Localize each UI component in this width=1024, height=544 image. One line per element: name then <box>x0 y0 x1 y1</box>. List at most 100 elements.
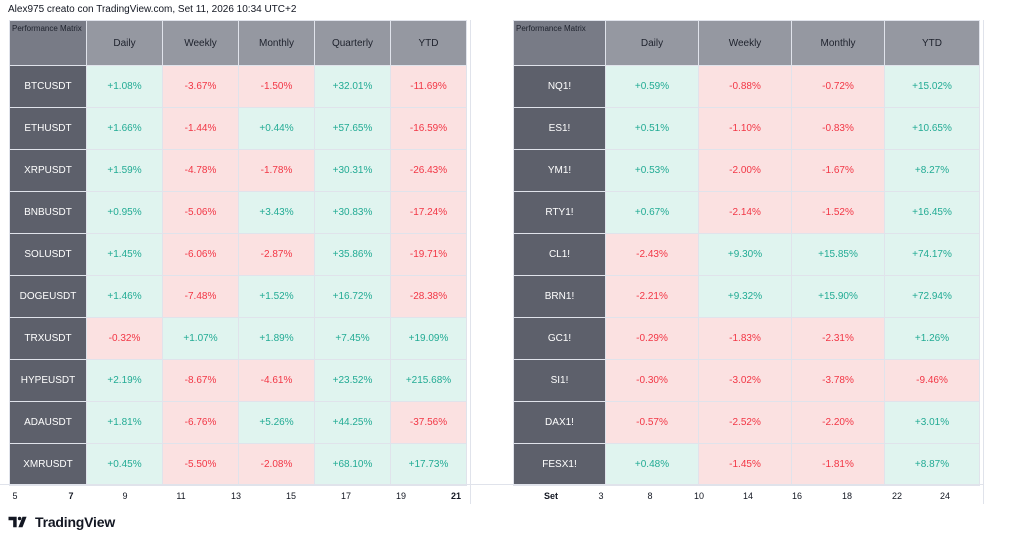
performance-cell: +72.94% <box>884 275 980 318</box>
performance-cell: -37.56% <box>390 401 467 444</box>
performance-cell: -7.48% <box>162 275 239 318</box>
performance-cell: -8.67% <box>162 359 239 402</box>
symbol-label: DAX1! <box>513 401 606 444</box>
matrix-row: CL1! -2.43% +9.30% +15.85% +74.17% <box>513 233 980 276</box>
performance-cell: -5.06% <box>162 191 239 234</box>
performance-cell: +1.46% <box>86 275 163 318</box>
performance-cell: -2.00% <box>698 149 792 192</box>
axis-tick-label: 8 <box>647 491 653 501</box>
tradingview-logo-icon <box>8 516 27 528</box>
performance-cell: -2.21% <box>605 275 699 318</box>
symbol-label: RTY1! <box>513 191 606 234</box>
performance-cell: -0.88% <box>698 65 792 108</box>
performance-cell: -19.71% <box>390 233 467 276</box>
symbol-label: GC1! <box>513 317 606 360</box>
column-header-monthly: Monthly <box>238 20 315 66</box>
performance-cell: -11.69% <box>390 65 467 108</box>
performance-cell: -3.78% <box>791 359 885 402</box>
symbol-label: HYPEUSDT <box>9 359 87 402</box>
axis-tick-label: 16 <box>791 491 803 501</box>
matrix-row: XMRUSDT +0.45% -5.50% -2.08% +68.10% +17.73% <box>9 443 467 486</box>
performance-cell: +35.86% <box>314 233 391 276</box>
performance-cell: -1.83% <box>698 317 792 360</box>
performance-matrix-crypto: Performance Matrix Daily Weekly Monthly Quar… <box>9 20 467 486</box>
matrix-row: ADAUSDT +1.81% -6.76% +5.26% +44.25% -37.56% <box>9 401 467 444</box>
axis-tick-label: 15 <box>285 491 297 501</box>
axis-tick-label: 10 <box>693 491 705 501</box>
tradingview-logo[interactable]: TradingView <box>8 514 115 530</box>
performance-cell: -17.24% <box>390 191 467 234</box>
snapshot-caption: Alex975 creato con TradingView.com, Set … <box>8 4 297 15</box>
pane-separator <box>983 20 984 504</box>
axis-tick-label: 11 <box>176 491 186 501</box>
matrix-row: RTY1! +0.67% -2.14% -1.52% +16.45% <box>513 191 980 234</box>
axis-tick-label: 14 <box>742 491 754 501</box>
matrix-row: ES1! +0.51% -1.10% -0.83% +10.65% <box>513 107 980 150</box>
matrix-row: BNBUSDT +0.95% -5.06% +3.43% +30.83% -17.24% <box>9 191 467 234</box>
symbol-label: BRN1! <box>513 275 606 318</box>
performance-cell: +0.95% <box>86 191 163 234</box>
performance-cell: +0.59% <box>605 65 699 108</box>
performance-cell: -2.52% <box>698 401 792 444</box>
time-axis-left[interactable]: 5 7 9 11 13 15 17 19 21 <box>0 484 470 507</box>
performance-cell: -2.20% <box>791 401 885 444</box>
performance-cell: +1.81% <box>86 401 163 444</box>
performance-cell: +15.02% <box>884 65 980 108</box>
performance-cell: +9.30% <box>698 233 792 276</box>
performance-cell: -2.31% <box>791 317 885 360</box>
performance-cell: -0.32% <box>86 317 163 360</box>
performance-cell: -6.76% <box>162 401 239 444</box>
performance-cell: -4.61% <box>238 359 315 402</box>
performance-cell: -2.87% <box>238 233 315 276</box>
performance-cell: -9.46% <box>884 359 980 402</box>
symbol-label: ES1! <box>513 107 606 150</box>
performance-cell: +1.08% <box>86 65 163 108</box>
performance-cell: +44.25% <box>314 401 391 444</box>
symbol-label: ADAUSDT <box>9 401 87 444</box>
symbol-label: DOGEUSDT <box>9 275 87 318</box>
axis-tick-label: 7 <box>68 491 74 501</box>
performance-cell: +0.44% <box>238 107 315 150</box>
performance-cell: -0.57% <box>605 401 699 444</box>
column-header-weekly: Weekly <box>698 20 792 66</box>
performance-cell: +215.68% <box>390 359 467 402</box>
performance-cell: -6.06% <box>162 233 239 276</box>
symbol-label: FESX1! <box>513 443 606 486</box>
symbol-label: CL1! <box>513 233 606 276</box>
column-header-daily: Daily <box>605 20 699 66</box>
symbol-label: BTCUSDT <box>9 65 87 108</box>
performance-cell: -1.45% <box>698 443 792 486</box>
performance-cell: -2.43% <box>605 233 699 276</box>
performance-cell: +0.51% <box>605 107 699 150</box>
time-axis-right[interactable]: Set 3 8 10 14 16 18 22 24 <box>471 484 984 507</box>
performance-cell: -1.10% <box>698 107 792 150</box>
performance-cell: +0.53% <box>605 149 699 192</box>
axis-tick-label: 18 <box>841 491 853 501</box>
column-header-monthly: Monthly <box>791 20 885 66</box>
symbol-label: YM1! <box>513 149 606 192</box>
axis-tick-label: 9 <box>122 491 128 501</box>
axis-tick-label: 21 <box>450 491 462 501</box>
performance-cell: -3.67% <box>162 65 239 108</box>
matrix-row: SOLUSDT +1.45% -6.06% -2.87% +35.86% -19.71% <box>9 233 467 276</box>
performance-cell: +32.01% <box>314 65 391 108</box>
performance-cell: -16.59% <box>390 107 467 150</box>
symbol-label: ETHUSDT <box>9 107 87 150</box>
performance-matrix-futures: Performance Matrix Daily Weekly Monthly YTD … <box>513 20 980 486</box>
axis-tick-label: 19 <box>395 491 407 501</box>
matrix-row: ETHUSDT +1.66% -1.44% +0.44% +57.65% -16.59% <box>9 107 467 150</box>
performance-cell: -4.78% <box>162 149 239 192</box>
performance-cell: -3.02% <box>698 359 792 402</box>
symbol-label: BNBUSDT <box>9 191 87 234</box>
performance-cell: +1.45% <box>86 233 163 276</box>
column-header-quarterly: Quarterly <box>314 20 391 66</box>
performance-cell: +1.89% <box>238 317 315 360</box>
performance-cell: +5.26% <box>238 401 315 444</box>
matrix-title: Performance Matrix <box>9 20 87 66</box>
performance-cell: +7.45% <box>314 317 391 360</box>
performance-cell: -0.83% <box>791 107 885 150</box>
performance-cell: +23.52% <box>314 359 391 402</box>
performance-cell: +9.32% <box>698 275 792 318</box>
axis-tick-label: Set <box>543 491 559 501</box>
matrix-row: SI1! -0.30% -3.02% -3.78% -9.46% <box>513 359 980 402</box>
